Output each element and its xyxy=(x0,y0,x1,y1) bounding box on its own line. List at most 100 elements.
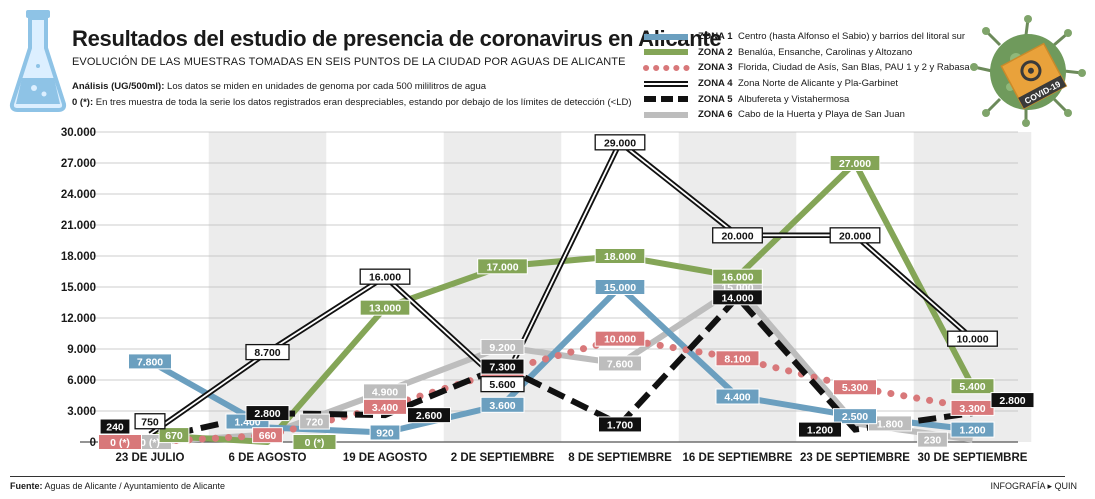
footer-credit: INFOGRAFÍA ▸ QUIN xyxy=(990,481,1077,491)
footer-source-label: Fuente: xyxy=(10,481,43,491)
svg-text:0 (*): 0 (*) xyxy=(140,437,160,449)
legend-item-zona-3: ZONA 3 Florida, Ciudad de Asís, San Blas… xyxy=(642,60,970,76)
svg-text:13.000: 13.000 xyxy=(369,303,401,315)
svg-text:4.400: 4.400 xyxy=(724,392,750,404)
y-tick-label: 18.000 xyxy=(61,251,96,263)
data-label: 10.000 xyxy=(594,330,646,347)
svg-text:5.300: 5.300 xyxy=(842,382,868,394)
footer-rule xyxy=(10,476,1065,477)
zero-note-text: En tres muestra de toda la serie los dat… xyxy=(95,97,632,108)
svg-text:20.000: 20.000 xyxy=(721,230,753,242)
svg-text:10.000: 10.000 xyxy=(604,334,636,346)
legend-zone-desc: Zona Norte de Alicante y Pla-Garbinet xyxy=(738,78,899,90)
svg-text:670: 670 xyxy=(165,430,183,442)
data-label: 920 xyxy=(369,424,401,441)
data-label: 8.100 xyxy=(715,350,760,367)
svg-text:16.000: 16.000 xyxy=(721,272,753,284)
flask-icon xyxy=(9,10,67,112)
data-label: 18.000 xyxy=(594,248,646,264)
svg-text:720: 720 xyxy=(306,417,324,429)
data-label: 720 xyxy=(299,413,330,430)
data-label: 240 xyxy=(99,418,131,435)
svg-text:5.600: 5.600 xyxy=(489,379,515,391)
svg-text:0 (*): 0 (*) xyxy=(110,437,130,449)
data-label: 660 xyxy=(252,427,283,444)
data-label: 3.600 xyxy=(480,396,525,413)
data-label: 2.800 xyxy=(990,392,1035,409)
data-label: 4.900 xyxy=(363,383,407,400)
svg-text:4.900: 4.900 xyxy=(372,386,398,398)
legend-item-zona-2: ZONA 2 Benalúa, Ensanche, Carolinas y Al… xyxy=(642,45,970,61)
data-label: 15.000 xyxy=(594,279,646,295)
y-tick-label: 24.000 xyxy=(61,189,96,201)
data-label: 20.000 xyxy=(712,227,763,244)
x-tick-label: 2 DE SEPTIEMBRE xyxy=(451,452,555,464)
data-label: 5.600 xyxy=(480,375,525,393)
y-tick-label: 3.000 xyxy=(67,406,96,418)
data-label: 7.600 xyxy=(598,355,642,372)
legend-swatch-zona-1 xyxy=(644,33,688,40)
svg-text:750: 750 xyxy=(141,416,159,428)
x-tick-label: 30 DE SEPTIEMBRE xyxy=(918,452,1028,464)
footer-source-text: Aguas de Alicante / Ayuntamiento de Alic… xyxy=(44,481,225,491)
data-label: 17.000 xyxy=(477,258,528,275)
data-label: 8.700 xyxy=(245,343,290,361)
data-label: 14.000 xyxy=(712,289,763,306)
svg-text:8.700: 8.700 xyxy=(254,347,280,359)
svg-text:1.700: 1.700 xyxy=(607,419,633,431)
svg-text:7.300: 7.300 xyxy=(489,362,515,374)
data-label: 1.200 xyxy=(950,421,995,438)
analysis-note-label: Análisis (UG/500ml): xyxy=(72,81,165,92)
data-label: 7.800 xyxy=(128,353,172,370)
y-tick-label: 9.000 xyxy=(67,344,96,356)
legend-zone-desc: Benalúa, Ensanche, Carolinas y Altozano xyxy=(738,46,913,58)
data-label: 7.300 xyxy=(480,358,525,375)
y-tick-label: 6.000 xyxy=(67,375,96,387)
x-tick-label: 19 DE AGOSTO xyxy=(343,452,427,464)
legend-zone-desc: Florida, Ciudad de Asís, San Blas, PAU 1… xyxy=(738,62,970,74)
x-tick-label: 16 DE SEPTIEMBRE xyxy=(683,452,793,464)
legend-zone-label: ZONA 1 xyxy=(698,31,733,43)
svg-text:3.600: 3.600 xyxy=(489,400,515,412)
legend-swatch-zona-4 xyxy=(644,80,688,87)
data-label: 2.800 xyxy=(245,405,290,422)
legend-zone-desc: Centro (hasta Alfonso el Sabio) y barrio… xyxy=(738,31,966,43)
y-tick-label: 15.000 xyxy=(61,282,96,294)
svg-text:7.800: 7.800 xyxy=(137,356,163,368)
data-label: 750 xyxy=(134,413,166,430)
svg-text:2.800: 2.800 xyxy=(999,395,1025,407)
legend-zone-desc: Albufereta y Vistahermosa xyxy=(738,93,850,105)
svg-text:5.400: 5.400 xyxy=(959,381,985,393)
svg-text:9.200: 9.200 xyxy=(489,342,515,354)
data-label: 13.000 xyxy=(359,299,411,316)
svg-text:16.000: 16.000 xyxy=(369,272,401,284)
chart-title: Resultados del estudio de presencia de c… xyxy=(72,26,722,51)
line-chart: 0 3.000 6.000 9.000 12.000 15.000 18.000 21.000… xyxy=(61,127,1035,464)
svg-text:240: 240 xyxy=(106,422,124,434)
svg-text:18.000: 18.000 xyxy=(604,251,636,263)
data-label: 16.000 xyxy=(359,268,411,285)
data-label: 3.400 xyxy=(363,398,407,415)
x-tick-label: 23 DE JULIO xyxy=(115,452,184,464)
y-tick-label: 30.000 xyxy=(61,127,96,139)
data-label: 16.000 xyxy=(712,268,763,285)
svg-text:3.300: 3.300 xyxy=(959,403,985,415)
legend-swatch-zona-5 xyxy=(644,96,688,103)
legend-zone-label: ZONA 2 xyxy=(698,46,733,58)
chart-subtitle: EVOLUCIÓN DE LAS MUESTRAS TOMADAS EN SEI… xyxy=(72,56,626,68)
data-label: 29.000 xyxy=(594,134,646,151)
data-label: 2.600 xyxy=(407,407,451,424)
svg-text:660: 660 xyxy=(259,430,277,442)
legend-zone-label: ZONA 3 xyxy=(698,62,733,74)
svg-text:20.000: 20.000 xyxy=(839,230,871,242)
svg-text:10.000: 10.000 xyxy=(956,334,988,346)
analysis-note-text: Los datos se miden en unidades de genoma… xyxy=(167,81,487,92)
legend-zone-label: ZONA 5 xyxy=(698,93,733,105)
data-label: 0 (*) xyxy=(98,434,142,450)
svg-text:8.100: 8.100 xyxy=(724,353,750,365)
series-line-zona-3 xyxy=(146,335,976,446)
legend-swatch-zona-6 xyxy=(644,111,688,118)
svg-text:2.600: 2.600 xyxy=(416,410,442,422)
svg-text:15.000: 15.000 xyxy=(604,282,636,294)
data-label: 5.300 xyxy=(833,379,877,396)
